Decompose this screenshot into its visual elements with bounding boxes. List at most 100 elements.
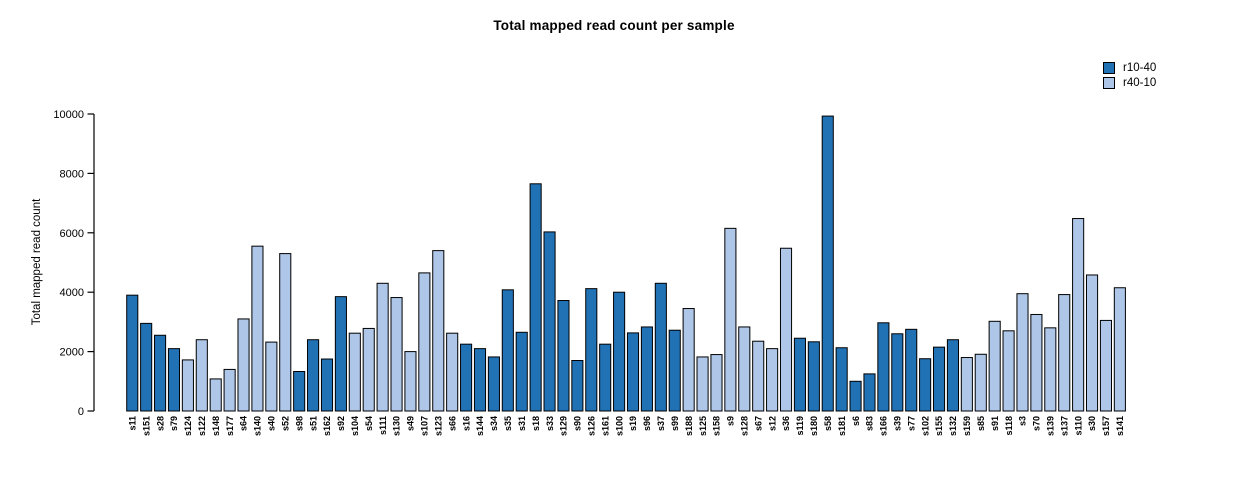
bar-s85[interactable]	[974, 353, 987, 412]
bar-s177[interactable]	[223, 368, 236, 412]
bar-s49[interactable]	[404, 351, 417, 412]
bar-s180[interactable]	[807, 341, 820, 412]
x-label-s119: s119	[795, 416, 805, 436]
bar-s96[interactable]	[640, 326, 653, 412]
x-label-s90: s90	[573, 416, 583, 431]
bar-s83[interactable]	[863, 373, 876, 412]
x-label-s158: s158	[712, 416, 722, 436]
bar-s98[interactable]	[293, 370, 306, 412]
bar-s67[interactable]	[752, 340, 765, 412]
bar-s39[interactable]	[891, 333, 904, 412]
bar-s123[interactable]	[432, 250, 445, 412]
x-label-s118: s118	[1004, 416, 1014, 436]
bar-s188[interactable]	[682, 308, 695, 412]
bar-s9[interactable]	[724, 227, 737, 412]
bar-s155[interactable]	[932, 346, 946, 412]
bar-s137[interactable]	[1058, 294, 1071, 412]
x-label-s129: s129	[559, 416, 569, 436]
bar-s148[interactable]	[209, 378, 222, 412]
bar-s54[interactable]	[362, 327, 375, 412]
bar-s111[interactable]	[376, 282, 389, 412]
bar-s28[interactable]	[154, 334, 167, 412]
x-label-s141: s141	[1115, 416, 1125, 436]
x-label-s18: s18	[531, 416, 541, 431]
bar-s126[interactable]	[585, 288, 598, 412]
bar-s16[interactable]	[460, 343, 473, 412]
x-label-s144: s144	[475, 416, 485, 436]
y-tick-label: 0	[78, 406, 84, 418]
bar-s31[interactable]	[515, 331, 528, 412]
bar-s70[interactable]	[1030, 313, 1043, 412]
x-label-s96: s96	[642, 416, 652, 431]
bar-s11[interactable]	[126, 294, 139, 412]
x-label-s102: s102	[920, 416, 930, 436]
bar-s58[interactable]	[821, 115, 834, 412]
bar-s90[interactable]	[571, 360, 584, 412]
x-label-s92: s92	[336, 416, 346, 431]
bar-s52[interactable]	[279, 253, 292, 412]
bar-s66[interactable]	[446, 332, 459, 412]
legend-item-r40-10: r40-10	[1103, 77, 1156, 89]
bar-s140[interactable]	[251, 245, 264, 412]
bar-s91[interactable]	[988, 320, 1001, 412]
x-label-s11: s11	[127, 416, 137, 431]
y-axis-title: Total mapped read count	[31, 198, 43, 325]
x-label-s77: s77	[906, 416, 916, 431]
bar-s99[interactable]	[668, 329, 681, 412]
bar-s144[interactable]	[473, 348, 487, 412]
bar-s6[interactable]	[849, 380, 862, 412]
bar-s33[interactable]	[543, 231, 556, 412]
bar-s157[interactable]	[1099, 319, 1113, 412]
bar-s129[interactable]	[557, 300, 570, 412]
bar-s37[interactable]	[654, 282, 667, 412]
bar-s130[interactable]	[390, 297, 403, 412]
bar-s51[interactable]	[307, 339, 320, 412]
x-label-s111: s111	[378, 416, 388, 435]
x-label-s99: s99	[670, 416, 680, 431]
bar-s128[interactable]	[738, 326, 751, 412]
bar-s12[interactable]	[766, 348, 779, 412]
bar-s64[interactable]	[237, 318, 250, 412]
bar-s77[interactable]	[905, 328, 918, 412]
bar-s159[interactable]	[960, 357, 973, 412]
bar-s79[interactable]	[167, 348, 181, 412]
bar-s141[interactable]	[1113, 287, 1126, 412]
bar-s3[interactable]	[1016, 293, 1029, 412]
legend-label-r40-10: r40-10	[1123, 76, 1157, 89]
bar-s124[interactable]	[181, 359, 194, 412]
bar-s102[interactable]	[919, 358, 932, 412]
bar-s166[interactable]	[877, 322, 890, 412]
bar-s161[interactable]	[599, 343, 612, 412]
bar-s30[interactable]	[1085, 274, 1099, 412]
bar-s139[interactable]	[1044, 327, 1057, 412]
bar-s40[interactable]	[265, 341, 278, 412]
x-label-s36: s36	[781, 416, 791, 431]
bar-s18[interactable]	[529, 183, 542, 412]
y-tick-label: 6000	[60, 228, 84, 240]
bar-s125[interactable]	[696, 356, 709, 412]
bar-s122[interactable]	[195, 339, 208, 412]
x-label-s100: s100	[614, 416, 624, 436]
x-label-s126: s126	[586, 416, 596, 436]
bar-s107[interactable]	[418, 272, 431, 412]
bar-s162[interactable]	[320, 358, 334, 412]
x-label-s66: s66	[447, 416, 457, 431]
bar-s132[interactable]	[946, 339, 959, 412]
bar-s181[interactable]	[835, 347, 848, 412]
bar-s104[interactable]	[348, 332, 361, 412]
bar-s92[interactable]	[334, 296, 347, 412]
bar-s34[interactable]	[487, 356, 500, 412]
bar-s118[interactable]	[1002, 330, 1015, 412]
bar-s100[interactable]	[613, 291, 626, 412]
x-label-s123: s123	[433, 416, 443, 436]
bar-s158[interactable]	[710, 354, 723, 412]
bar-s36[interactable]	[779, 247, 793, 412]
bar-s110[interactable]	[1072, 218, 1085, 412]
x-label-s162: s162	[322, 416, 332, 436]
x-label-s128: s128	[739, 416, 749, 436]
bar-s151[interactable]	[140, 322, 153, 412]
bar-s19[interactable]	[626, 332, 640, 412]
bar-s119[interactable]	[793, 337, 806, 412]
legend-swatch-r10-40-icon	[1103, 62, 1115, 74]
bar-s35[interactable]	[501, 289, 514, 412]
